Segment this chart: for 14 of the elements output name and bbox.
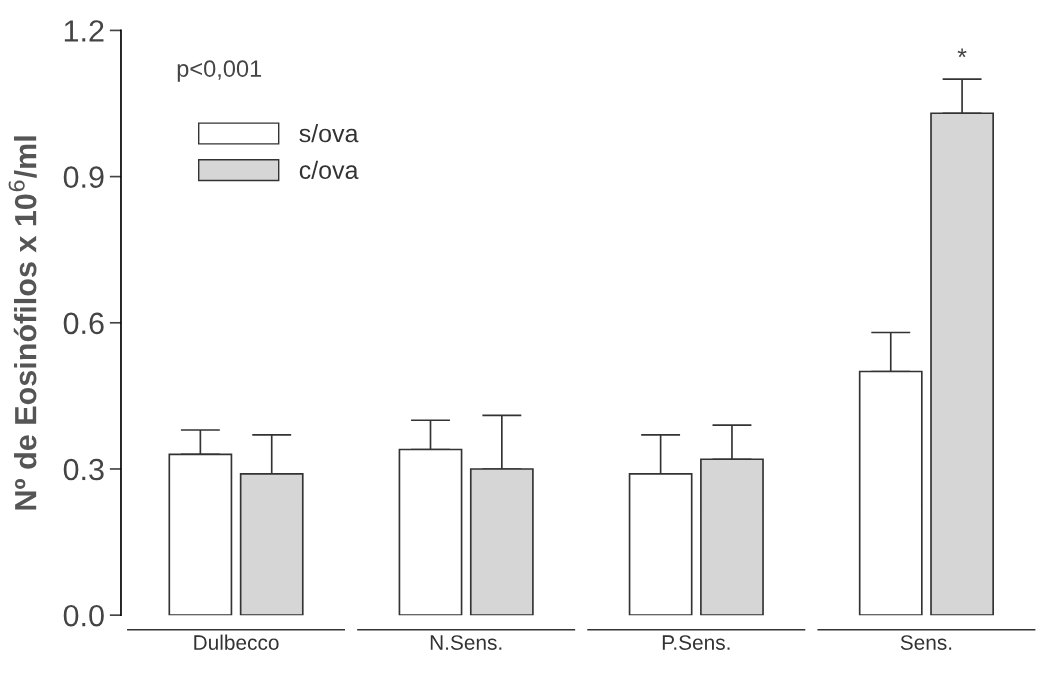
legend-label: c/ova xyxy=(299,160,359,180)
legend-label: s/ova xyxy=(299,123,359,143)
y-tick-label: 1.2 xyxy=(64,20,104,42)
y-tick-label: 0.9 xyxy=(63,166,104,188)
y-tick-label: 0.6 xyxy=(63,312,104,335)
x-tick-label: N.Sens. xyxy=(430,635,502,650)
annotation: p<0,001 xyxy=(177,60,262,82)
data-label: * xyxy=(957,48,967,58)
y-tick-label: 0.0 xyxy=(63,604,104,627)
y-tick-label: 0.3 xyxy=(63,458,104,481)
x-tick-label: Dulbecco xyxy=(194,634,279,650)
y-axis-title: Nº de Eosinófilos x 10$^{6}$/ml xyxy=(8,136,37,510)
x-tick-label: Sens. xyxy=(900,635,952,650)
x-tick-label: P.Sens. xyxy=(662,635,730,650)
